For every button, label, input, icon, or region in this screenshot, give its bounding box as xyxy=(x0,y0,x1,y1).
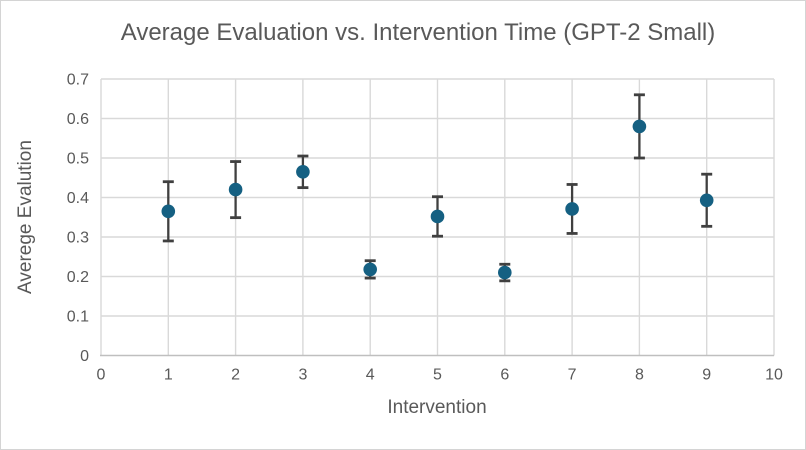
x-tick-label: 2 xyxy=(231,367,240,384)
data-point-marker xyxy=(161,204,176,219)
data-point-marker xyxy=(363,262,378,277)
data-point-marker xyxy=(430,209,445,224)
x-tick-label: 5 xyxy=(433,367,442,384)
data-point-marker xyxy=(632,119,647,134)
chart-title: Average Evaluation vs. Intervention Time… xyxy=(120,19,716,46)
x-tick-label: 10 xyxy=(765,367,783,384)
x-axis-title: Intervention xyxy=(387,397,487,418)
data-point-marker xyxy=(699,193,714,208)
data-point-marker xyxy=(296,165,310,179)
y-tick-label: 0.6 xyxy=(67,111,89,128)
x-tick-label: 0 xyxy=(97,367,106,384)
x-tick-label: 1 xyxy=(164,367,173,384)
x-tick-label: 7 xyxy=(568,367,577,384)
data-point-marker xyxy=(228,182,243,197)
x-tick-label: 8 xyxy=(635,367,644,384)
x-tick-label: 6 xyxy=(500,367,509,384)
x-tick-label: 4 xyxy=(366,367,375,384)
y-tick-label: 0.3 xyxy=(67,230,89,247)
y-tick-label: 0.4 xyxy=(67,190,89,207)
y-tick-label: 0.7 xyxy=(67,72,89,89)
y-tick-label: 0.1 xyxy=(67,309,89,326)
x-tick-label: 3 xyxy=(298,367,307,384)
x-tick-label: 9 xyxy=(702,367,711,384)
y-tick-label: 0.5 xyxy=(67,151,89,168)
data-point-marker xyxy=(565,202,579,216)
y-tick-label: 0.2 xyxy=(67,269,89,286)
y-tick-label: 0 xyxy=(80,348,89,365)
data-point-marker xyxy=(498,265,512,280)
